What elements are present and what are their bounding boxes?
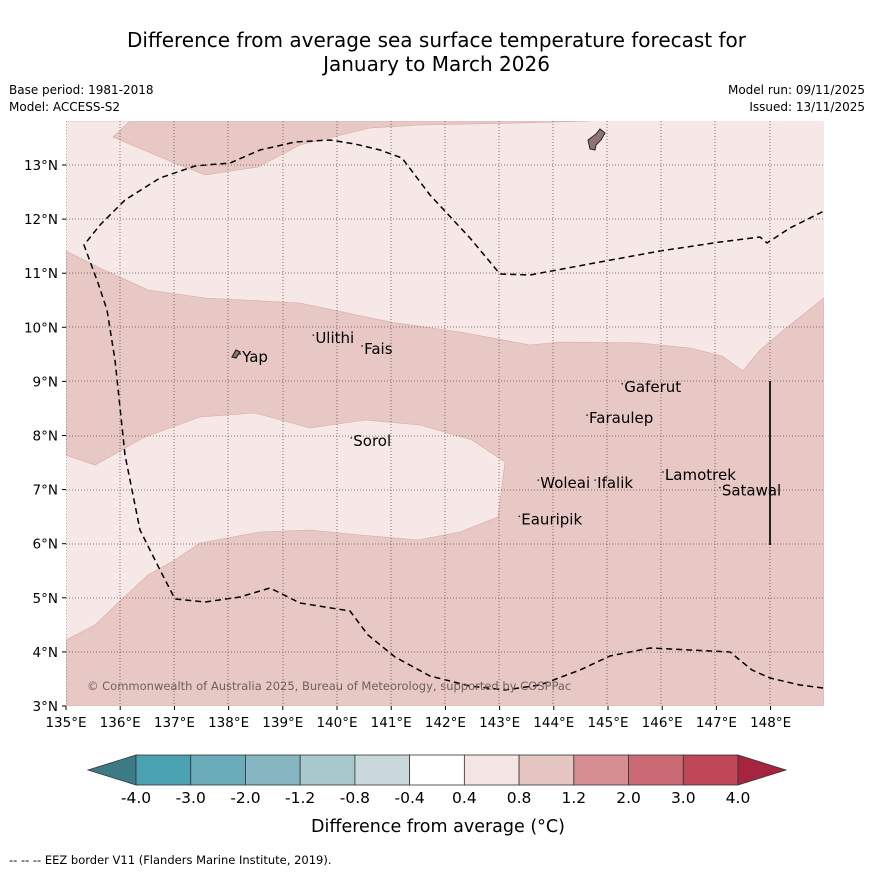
colorbar-extend-high	[737, 754, 788, 786]
colorbar-segment	[518, 754, 575, 786]
model-run-date: Model run: 09/11/2025	[727, 83, 865, 97]
eez-border-west	[83, 139, 824, 691]
map-title-line-1: Difference from average sea surface temp…	[126, 28, 746, 52]
place-label-gaferut: Gaferut	[624, 378, 681, 396]
colorbar-extend-low	[86, 754, 137, 786]
colorbar-segment	[463, 754, 520, 786]
lat-tick-label: 5°N	[33, 591, 58, 607]
colorbar-tick-label: -0.8	[340, 789, 370, 807]
colorbar-segment	[190, 754, 246, 786]
atoll-marker-yap	[239, 353, 242, 355]
place-label-sorol: Sorol	[353, 432, 391, 450]
lat-tick-label: 10°N	[24, 320, 58, 336]
lon-tick-label: 145°E	[587, 715, 628, 731]
atoll-marker-lamotrek	[662, 471, 664, 473]
yap-island	[231, 349, 241, 359]
lon-tick-label: 140°E	[316, 715, 357, 731]
place-label-lamotrek: Lamotrek	[665, 466, 736, 484]
colorbar-tick-label: 1.2	[561, 789, 586, 807]
colorbar-tick-label: -4.0	[121, 789, 151, 807]
colorbar-segment	[354, 754, 411, 786]
issued-date: Issued: 13/11/2025	[749, 100, 865, 114]
latitude-ticks: 3°N 4°N 5°N 6°N 7°N 8°N 9°N 10°N 11°N 12°N 13°N	[24, 158, 66, 715]
place-label-woleai: Woleai	[540, 474, 590, 492]
lon-tick-label: 137°E	[154, 715, 195, 731]
model-name: Model: ACCESS-S2	[9, 100, 121, 114]
colorbar-tick-label: -0.4	[395, 789, 425, 807]
lat-tick-label: 3°N	[33, 699, 58, 715]
eez-footnote: -- -- -- EEZ border V11 (Flanders Marine…	[9, 853, 332, 867]
colorbar-tick-label: 0.8	[507, 789, 532, 807]
lat-tick-label: 11°N	[24, 266, 58, 282]
lat-tick-label: 12°N	[24, 212, 58, 228]
lon-tick-label: 144°E	[533, 715, 574, 731]
place-label-ifalik: Ifalik	[597, 474, 633, 492]
lon-tick-label: 136°E	[100, 715, 141, 731]
place-label-faraulep: Faraulep	[589, 409, 653, 427]
atoll-marker-gaferut	[621, 382, 624, 385]
atoll-marker-eauripik	[518, 515, 521, 518]
lat-tick-label: 4°N	[33, 645, 58, 661]
place-label-satawal: Satawal	[722, 482, 781, 500]
colorbar-label: Difference from average (°C)	[311, 817, 565, 837]
longitude-ticks: 135°E 136°E 137°E 138°E 139°E 140°E 141°E 142°E…	[45, 706, 791, 731]
place-label-ulithi: Ulithi	[315, 329, 354, 347]
lat-tick-label: 8°N	[33, 429, 58, 445]
place-label-eauripik: Eauripik	[521, 510, 582, 528]
lon-tick-label: 146°E	[642, 715, 683, 731]
map-gridlines	[66, 121, 824, 706]
lon-tick-label: 142°E	[425, 715, 466, 731]
atoll-marker-ifalik	[594, 479, 597, 482]
lon-tick-label: 147°E	[696, 715, 737, 731]
atoll-marker-sorol	[350, 437, 353, 439]
atoll-marker-satawal	[718, 486, 721, 489]
lon-tick-label: 141°E	[371, 715, 412, 731]
colorbar-segment	[682, 754, 739, 786]
atoll-marker-fais	[361, 345, 363, 347]
colorbar-segment	[135, 754, 192, 786]
lat-tick-label: 9°N	[33, 374, 58, 390]
lat-tick-label: 7°N	[33, 483, 58, 499]
place-label-fais: Fais	[364, 340, 393, 358]
anomaly-region-north	[66, 121, 591, 176]
lat-tick-label: 6°N	[33, 537, 58, 553]
lon-tick-label: 135°E	[45, 715, 86, 731]
atoll-marker-faraulep	[586, 414, 588, 417]
lon-tick-label: 148°E	[750, 715, 791, 731]
map-plot-area	[66, 121, 824, 706]
copyright-notice: © Commonwealth of Australia 2025, Bureau…	[87, 679, 571, 693]
colorbar-segment	[245, 754, 301, 786]
colorbar: -4.0 -3.0 -2.0 -1.2 -0.8 -0.4 0.4 0.8 1.2 2.0 3.0 4…	[86, 754, 788, 837]
lon-tick-label: 143°E	[479, 715, 520, 731]
colorbar-segment	[573, 754, 629, 786]
lon-tick-label: 138°E	[208, 715, 249, 731]
colorbar-tick-label: 0.4	[452, 789, 477, 807]
place-labels: Yap Ulithi Fais Sorol Gaferut Faraulep Woleai I…	[239, 329, 781, 528]
colorbar-segment	[628, 754, 684, 786]
guam-island	[587, 128, 606, 151]
colorbar-tick-label: 3.0	[671, 789, 696, 807]
colorbar-tick-label: -2.0	[230, 789, 260, 807]
lon-tick-label: 139°E	[262, 715, 303, 731]
colorbar-tick-label: 2.0	[616, 789, 641, 807]
colorbar-segment	[409, 754, 465, 786]
atoll-marker-ulithi	[312, 334, 315, 337]
place-label-yap: Yap	[241, 348, 268, 366]
colorbar-tick-label: 4.0	[726, 789, 751, 807]
colorbar-segment	[299, 754, 356, 786]
map-title-line-2: January to March 2026	[323, 52, 550, 76]
atoll-marker-woleai	[537, 479, 540, 482]
colorbar-tick-label: -3.0	[176, 789, 206, 807]
colorbar-tick-label: -1.2	[285, 789, 315, 807]
base-period: Base period: 1981-2018	[9, 83, 154, 97]
lat-tick-label: 13°N	[24, 158, 58, 174]
